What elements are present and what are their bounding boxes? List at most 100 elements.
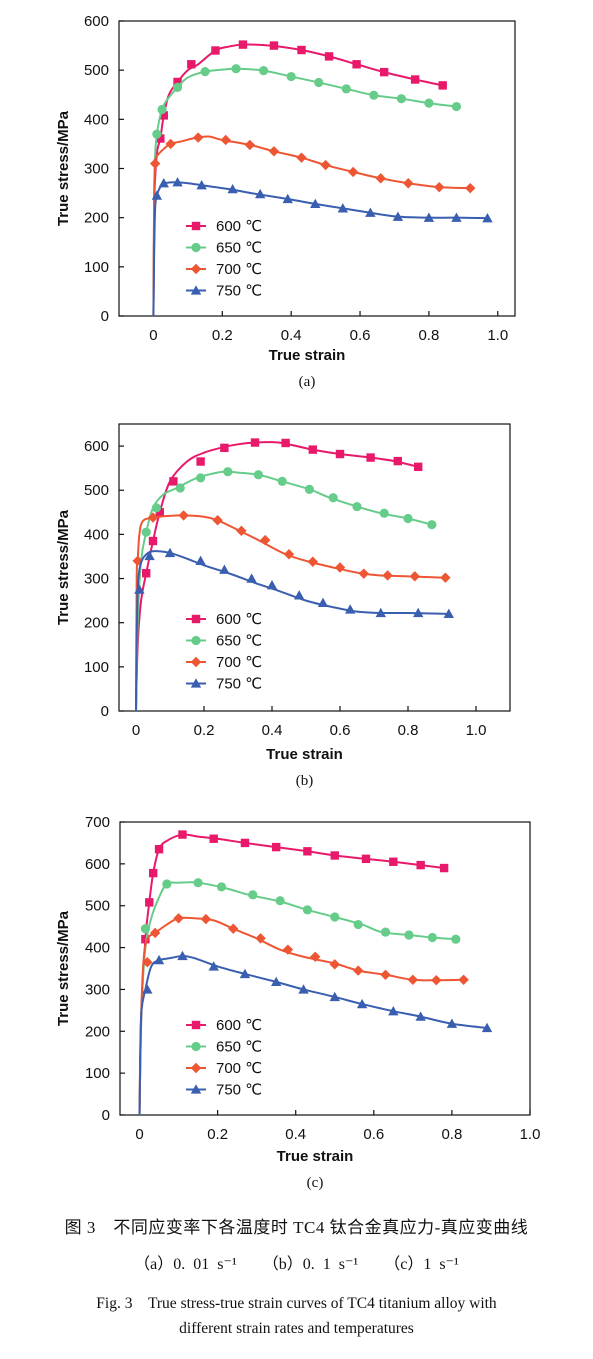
x-tick-label: 1.0 bbox=[487, 327, 508, 344]
data-point bbox=[228, 923, 239, 934]
plot-frame bbox=[118, 423, 511, 712]
data-point bbox=[296, 152, 307, 163]
data-point bbox=[193, 878, 203, 888]
data-point bbox=[414, 462, 423, 472]
data-point bbox=[271, 842, 281, 852]
data-point bbox=[196, 180, 207, 190]
data-point bbox=[317, 597, 329, 607]
legend-marker bbox=[191, 614, 201, 624]
legend-marker bbox=[190, 285, 202, 295]
legend-label: 650 ℃ bbox=[216, 633, 262, 650]
panel-label: (a) bbox=[299, 374, 316, 390]
data-point bbox=[236, 525, 247, 537]
data-point bbox=[154, 845, 164, 854]
x-tick-label: 1.0 bbox=[520, 1126, 541, 1143]
data-point bbox=[308, 445, 317, 454]
data-point bbox=[443, 608, 454, 619]
x-tick-label: 0.6 bbox=[350, 327, 371, 344]
data-point bbox=[446, 1018, 458, 1028]
data-point bbox=[407, 974, 419, 986]
series-line bbox=[152, 43, 443, 317]
data-point bbox=[431, 975, 442, 986]
data-point bbox=[208, 961, 219, 971]
data-point bbox=[134, 584, 145, 594]
data-point bbox=[352, 965, 364, 976]
legend-label: 600 ℃ bbox=[216, 611, 262, 628]
data-point bbox=[151, 503, 161, 513]
x-tick-label: 0 bbox=[135, 1126, 143, 1143]
series-2 bbox=[132, 510, 451, 712]
y-tick-label: 500 bbox=[85, 898, 110, 915]
data-point bbox=[177, 950, 188, 961]
series-line bbox=[152, 181, 488, 317]
data-point bbox=[253, 470, 263, 480]
data-point bbox=[337, 203, 349, 213]
data-point bbox=[380, 927, 391, 937]
data-point bbox=[248, 890, 258, 900]
data-point bbox=[147, 512, 159, 523]
data-point bbox=[451, 934, 461, 944]
data-point bbox=[465, 182, 476, 194]
x-tick-label: 1.0 bbox=[466, 722, 487, 739]
series-line bbox=[135, 470, 433, 712]
data-point bbox=[310, 951, 321, 962]
data-point bbox=[403, 513, 413, 524]
data-point bbox=[307, 556, 318, 567]
x-tick-label: 0.2 bbox=[194, 722, 215, 739]
data-point bbox=[212, 515, 223, 526]
y-tick-label: 500 bbox=[84, 482, 109, 499]
data-point bbox=[195, 555, 206, 566]
data-point bbox=[238, 40, 248, 49]
data-point bbox=[145, 898, 154, 907]
y-tick-label: 400 bbox=[84, 111, 109, 128]
legend-label: 600 ℃ bbox=[216, 218, 262, 235]
data-point bbox=[330, 912, 340, 922]
legend-marker bbox=[191, 1020, 201, 1030]
data-point bbox=[334, 562, 346, 573]
data-point bbox=[352, 60, 361, 69]
y-tick-label: 600 bbox=[84, 438, 109, 455]
data-point bbox=[157, 104, 167, 115]
data-point bbox=[162, 879, 172, 889]
legend-marker bbox=[190, 1084, 202, 1094]
y-tick-label: 0 bbox=[101, 308, 109, 325]
data-point bbox=[155, 508, 164, 517]
legend-marker bbox=[191, 1041, 201, 1052]
data-point bbox=[345, 604, 356, 614]
x-tick-label: 0.4 bbox=[285, 1126, 306, 1143]
y-tick-label: 600 bbox=[84, 13, 109, 30]
data-point bbox=[361, 854, 371, 864]
data-point bbox=[440, 572, 451, 583]
data-point bbox=[142, 569, 151, 578]
x-tick-label: 0.6 bbox=[330, 722, 351, 739]
series-2 bbox=[149, 132, 476, 317]
data-point bbox=[211, 46, 220, 55]
data-point bbox=[353, 919, 363, 930]
x-axis-title: True strain bbox=[269, 347, 346, 364]
legend-label: 700 ℃ bbox=[216, 654, 262, 671]
legend-marker bbox=[191, 221, 201, 231]
data-point bbox=[173, 913, 184, 924]
data-point bbox=[142, 957, 153, 968]
data-point bbox=[341, 84, 351, 94]
legend-marker bbox=[190, 1062, 202, 1074]
data-point bbox=[403, 178, 414, 189]
data-point bbox=[175, 483, 185, 493]
data-point bbox=[223, 467, 233, 477]
data-point bbox=[151, 190, 163, 200]
plot-frame bbox=[119, 821, 531, 1116]
data-point bbox=[379, 508, 389, 518]
data-point bbox=[144, 550, 155, 561]
data-point bbox=[148, 868, 158, 878]
data-point bbox=[220, 443, 229, 453]
data-point bbox=[156, 134, 165, 143]
y-tick-label: 300 bbox=[84, 571, 109, 588]
data-point bbox=[281, 438, 290, 448]
data-point bbox=[302, 905, 313, 915]
data-point bbox=[227, 183, 238, 194]
caption-english-line-1: Fig. 3 True stress-true strain curves of… bbox=[96, 1295, 497, 1312]
data-point bbox=[482, 212, 493, 223]
data-point bbox=[268, 146, 280, 157]
data-point bbox=[424, 98, 434, 108]
data-point bbox=[458, 974, 469, 986]
